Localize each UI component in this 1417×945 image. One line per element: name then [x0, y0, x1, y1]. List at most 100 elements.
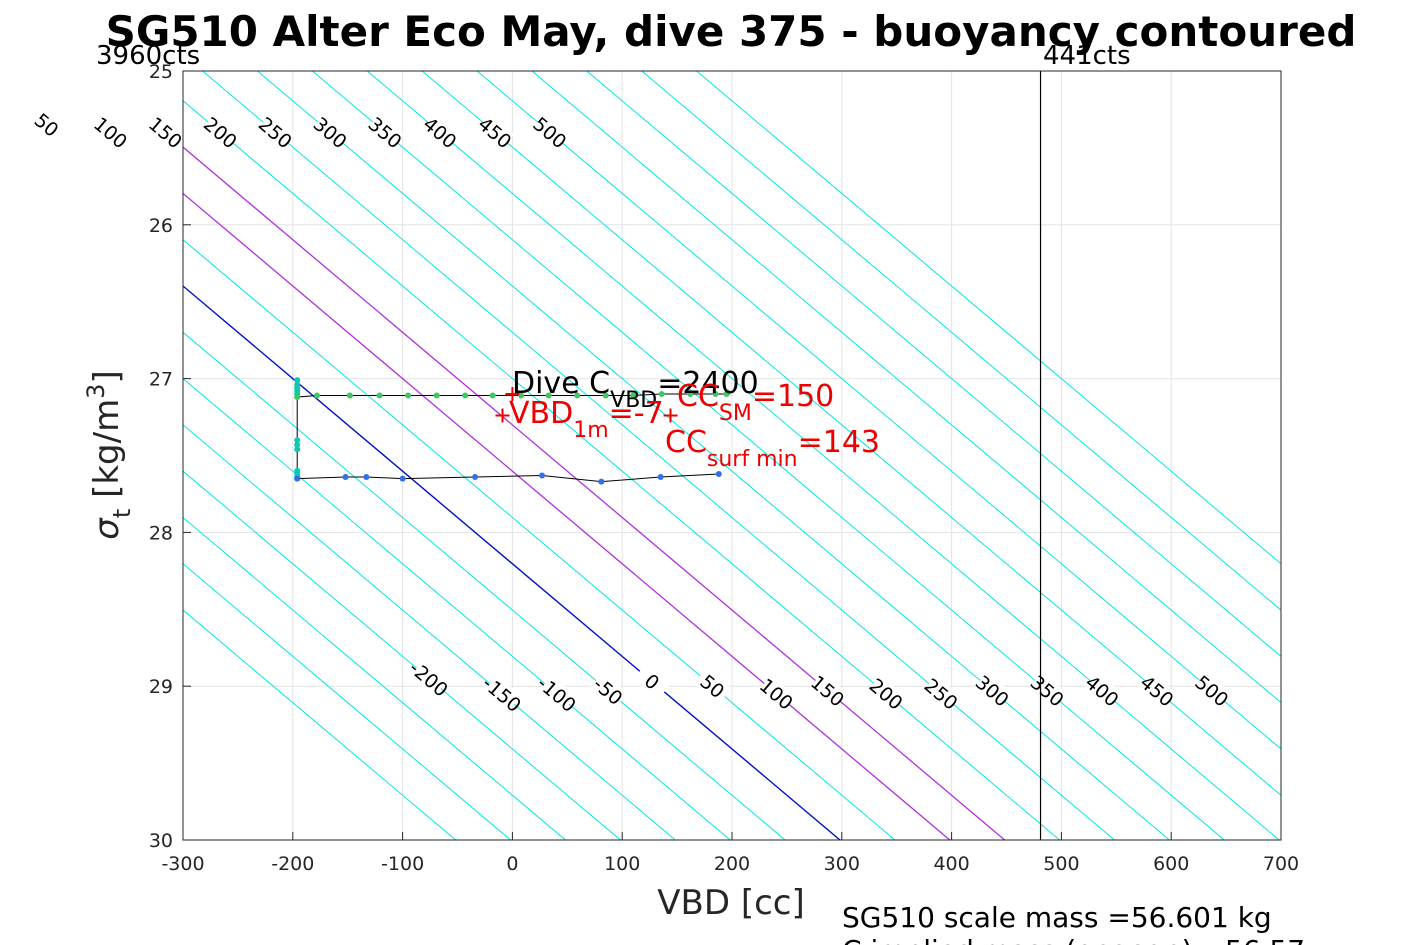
data-point — [472, 474, 479, 481]
buoyancy-contours — [183, 71, 1281, 840]
contour-line — [183, 470, 621, 840]
x-axis-label: VBD [cc] — [657, 883, 805, 923]
data-point — [724, 389, 731, 396]
contour-label-bg — [1082, 672, 1122, 710]
vbd-1m-post: =-7 — [609, 396, 664, 431]
data-point — [539, 472, 546, 479]
x-tick-label: 100 — [604, 853, 640, 875]
contour-label-bg — [201, 113, 240, 152]
vbd-1m-sub: 1m — [573, 418, 608, 443]
y-tick-label: 29 — [149, 676, 173, 698]
contour-label-bg — [632, 662, 672, 701]
contour-line — [183, 100, 1060, 840]
data-point — [294, 437, 301, 444]
contour-label-bg — [530, 113, 570, 152]
cc-sm-post: =150 — [752, 379, 834, 414]
contour-label-bg — [1192, 672, 1232, 710]
contour-line — [183, 377, 731, 840]
contour-label-bg — [0, 98, 3, 136]
cc-surf-pre: CC — [665, 425, 707, 460]
contour-label-bg — [921, 675, 961, 713]
contour-label-bg — [27, 106, 67, 144]
data-point — [294, 446, 301, 453]
y-tick-label: 25 — [149, 61, 173, 83]
contour-line — [183, 563, 511, 840]
dive-c-post: =2400 — [657, 366, 758, 401]
contour-label-bg — [475, 113, 515, 152]
data-point — [545, 392, 552, 399]
y-tick-label: 28 — [149, 522, 173, 544]
red-plus-markers — [495, 386, 678, 423]
vbd-1m-annotation: VBD1m=-7 — [509, 396, 664, 443]
contour-label: 100 — [89, 113, 131, 153]
chart-title: SG510 Alter Eco May, dive 375 - buoyancy… — [106, 7, 1357, 56]
data-point — [342, 474, 349, 481]
y-axis-label-unit-sup: 3 — [82, 384, 110, 399]
contour-line — [183, 285, 841, 840]
x-tick-label: 300 — [824, 853, 860, 875]
data-point — [405, 392, 412, 399]
x-tick-label: 600 — [1153, 853, 1189, 875]
data-point — [630, 392, 637, 399]
contour-line — [641, 71, 1281, 611]
contour-label-bg — [693, 667, 732, 705]
cc-sm-annotation: CCSM=150 — [677, 379, 834, 426]
data-point — [313, 392, 320, 399]
x-tick-label: 0 — [506, 853, 518, 875]
data-point — [489, 392, 496, 399]
data-point — [574, 392, 581, 399]
data-point — [346, 392, 353, 399]
x-tick-label: -200 — [271, 853, 314, 875]
x-tick-label: -100 — [381, 853, 424, 875]
contour-line — [586, 71, 1281, 658]
contour-label-bg — [866, 675, 906, 713]
x-tick-label: 200 — [714, 853, 750, 875]
x-tick-label: -300 — [161, 853, 204, 875]
axis-ticks: -300 -200 -100 0 100 200 300 400 500 600 700 25 26 27… — [149, 61, 1299, 875]
contour-label-bg — [482, 675, 522, 713]
data-point — [598, 478, 605, 485]
data-point — [294, 441, 301, 448]
data-point — [712, 390, 719, 397]
data-point — [294, 394, 301, 401]
cc-surf-sub: surf min — [707, 447, 798, 472]
data-point — [715, 470, 722, 477]
dive-c-sub: VBD — [610, 388, 657, 413]
data-point — [462, 392, 469, 399]
contour-label: 50 — [30, 109, 63, 141]
contour-label-bg — [757, 675, 796, 713]
contour-label-bg — [146, 113, 185, 152]
left-cts-label: 3960cts — [96, 41, 200, 71]
contour-line — [202, 71, 1115, 840]
contour-label-bg — [256, 113, 295, 152]
y-tick-label: 26 — [149, 215, 173, 237]
contour-label-bg — [409, 659, 449, 698]
data-point — [433, 392, 440, 399]
contour-label: 150 — [144, 113, 186, 153]
contour-line — [476, 71, 1281, 750]
right-cts-label: 441cts — [1043, 41, 1131, 71]
contour-label-bg — [537, 675, 577, 713]
data-point — [376, 392, 383, 399]
contour-line — [183, 331, 786, 840]
data-point — [363, 474, 370, 481]
contour-line — [183, 192, 951, 840]
contour-line — [183, 239, 896, 840]
cc-surf-annotation: CCsurf min=143 — [665, 425, 880, 472]
contour-label-bg — [1028, 672, 1067, 710]
contour-line — [696, 71, 1281, 565]
contour-line — [257, 71, 1170, 840]
y-axis-label: σt [kg/m3] — [82, 370, 136, 539]
contour-label-bg — [588, 672, 628, 710]
x-tick-label: 700 — [1263, 853, 1299, 875]
contour-line — [311, 71, 1225, 840]
data-point — [687, 390, 694, 397]
y-axis-label-sub: t — [108, 509, 136, 518]
data-point — [294, 377, 301, 384]
x-tick-label: 500 — [1043, 853, 1079, 875]
contour-line — [366, 71, 1280, 840]
dive-c-annotation: Dive CVBD=2400 — [512, 366, 759, 413]
data-point — [518, 392, 525, 399]
footer-implied-mass: C implied mass (opgeqn) =56.57 — [842, 934, 1305, 945]
